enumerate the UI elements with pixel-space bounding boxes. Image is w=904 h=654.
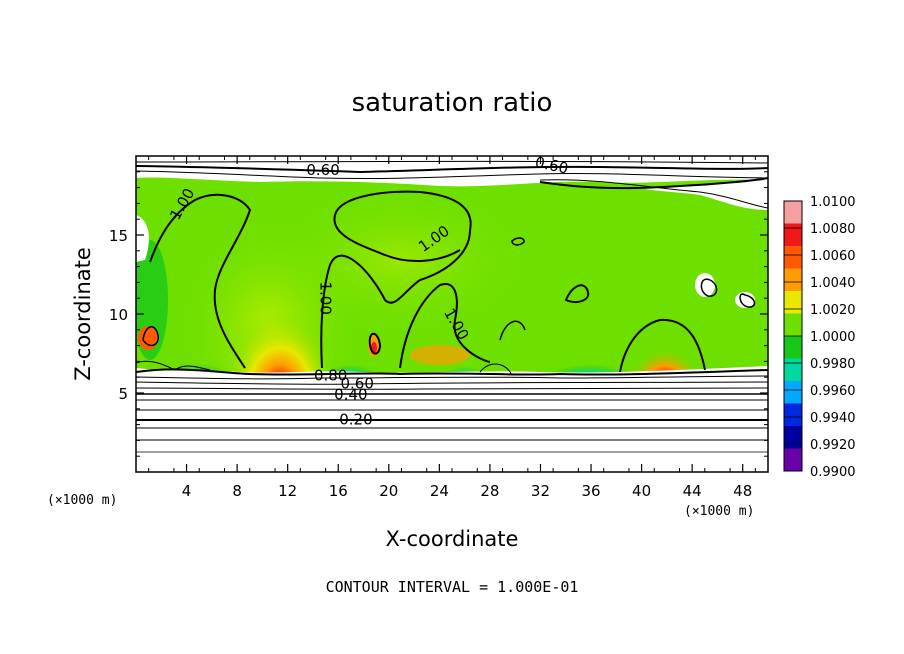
contour-lines bbox=[136, 160, 768, 453]
colorbar-swatch bbox=[784, 448, 802, 472]
y-axis-ticks: 5 10 15 bbox=[109, 171, 768, 457]
x-tick-label: 4 bbox=[182, 482, 192, 500]
colorbar-label: 1.0020 bbox=[810, 303, 856, 318]
x-unit-left: (×1000 m) bbox=[47, 493, 117, 508]
y-tick-label: 15 bbox=[109, 227, 128, 245]
colorbar-swatch bbox=[784, 268, 802, 292]
colorbar-swatch bbox=[784, 201, 802, 224]
colorbar-swatch bbox=[784, 246, 802, 269]
colorbar-label: 1.0100 bbox=[810, 195, 856, 210]
contour-interval-note: CONTOUR INTERVAL = 1.000E-01 bbox=[325, 578, 579, 596]
x-tick-label: 16 bbox=[329, 482, 348, 500]
colorbar-swatch bbox=[784, 358, 802, 382]
contour-label: 0.80 bbox=[314, 366, 347, 384]
x-axis-label: X-coordinate bbox=[386, 527, 519, 551]
chart-title: saturation ratio bbox=[351, 88, 553, 118]
colorbar-label: 1.0040 bbox=[810, 276, 856, 291]
x-tick-label: 48 bbox=[733, 482, 752, 500]
x-axis-ticks: 4 8 12 16 20 24 28 32 36 40 44 48 bbox=[148, 156, 756, 500]
y-axis-label: Z-coordinate bbox=[71, 247, 95, 381]
contour-label: 1.00 bbox=[317, 281, 335, 314]
x-unit-right: (×1000 m) bbox=[684, 504, 754, 519]
colorbar-swatch bbox=[784, 223, 802, 247]
saturation-field bbox=[136, 156, 768, 472]
colorbar-label: 1.0080 bbox=[810, 222, 856, 237]
contour-label: 0.20 bbox=[339, 411, 372, 429]
colorbar-swatch bbox=[784, 291, 802, 314]
colorbar-swatch bbox=[784, 403, 802, 427]
y-tick-label: 5 bbox=[118, 385, 128, 403]
colorbar: 1.0100 1.0080 1.0060 1.0040 1.0020 1.0000 0.99… bbox=[783, 195, 856, 480]
colorbar-swatch bbox=[784, 381, 802, 404]
colorbar-swatch bbox=[784, 313, 802, 337]
x-tick-label: 12 bbox=[278, 482, 297, 500]
colorbar-swatch bbox=[784, 336, 802, 359]
colorbar-label: 0.9980 bbox=[810, 357, 856, 372]
x-tick-label: 28 bbox=[480, 482, 499, 500]
x-tick-label: 24 bbox=[430, 482, 449, 500]
x-tick-label: 40 bbox=[632, 482, 651, 500]
colorbar-swatch bbox=[784, 426, 802, 449]
x-tick-label: 36 bbox=[581, 482, 600, 500]
contour-label: 0.60 bbox=[306, 161, 339, 179]
colorbar-label: 1.0000 bbox=[810, 330, 856, 345]
colorbar-label: 0.9900 bbox=[810, 465, 856, 480]
x-tick-label: 44 bbox=[683, 482, 702, 500]
x-tick-label: 8 bbox=[232, 482, 242, 500]
colorbar-label: 0.9960 bbox=[810, 384, 856, 399]
colorbar-label: 0.9940 bbox=[810, 411, 856, 426]
x-tick-label: 32 bbox=[531, 482, 550, 500]
contour-label: 0.60 bbox=[340, 374, 373, 392]
colorbar-label: 1.0060 bbox=[810, 249, 856, 264]
x-tick-label: 20 bbox=[379, 482, 398, 500]
y-tick-label: 10 bbox=[109, 306, 128, 324]
colorbar-label: 0.9920 bbox=[810, 438, 856, 453]
contour-label: 0.40 bbox=[334, 385, 367, 403]
